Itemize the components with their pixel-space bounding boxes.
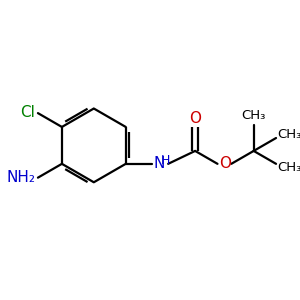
Text: O: O bbox=[189, 111, 201, 126]
Text: H: H bbox=[161, 154, 170, 166]
Text: NH₂: NH₂ bbox=[6, 170, 35, 185]
Text: O: O bbox=[219, 156, 231, 171]
Text: Cl: Cl bbox=[20, 105, 35, 120]
Text: CH₃: CH₃ bbox=[277, 161, 300, 174]
Text: N: N bbox=[153, 156, 165, 171]
Text: CH₃: CH₃ bbox=[277, 128, 300, 141]
Text: CH₃: CH₃ bbox=[242, 110, 266, 122]
